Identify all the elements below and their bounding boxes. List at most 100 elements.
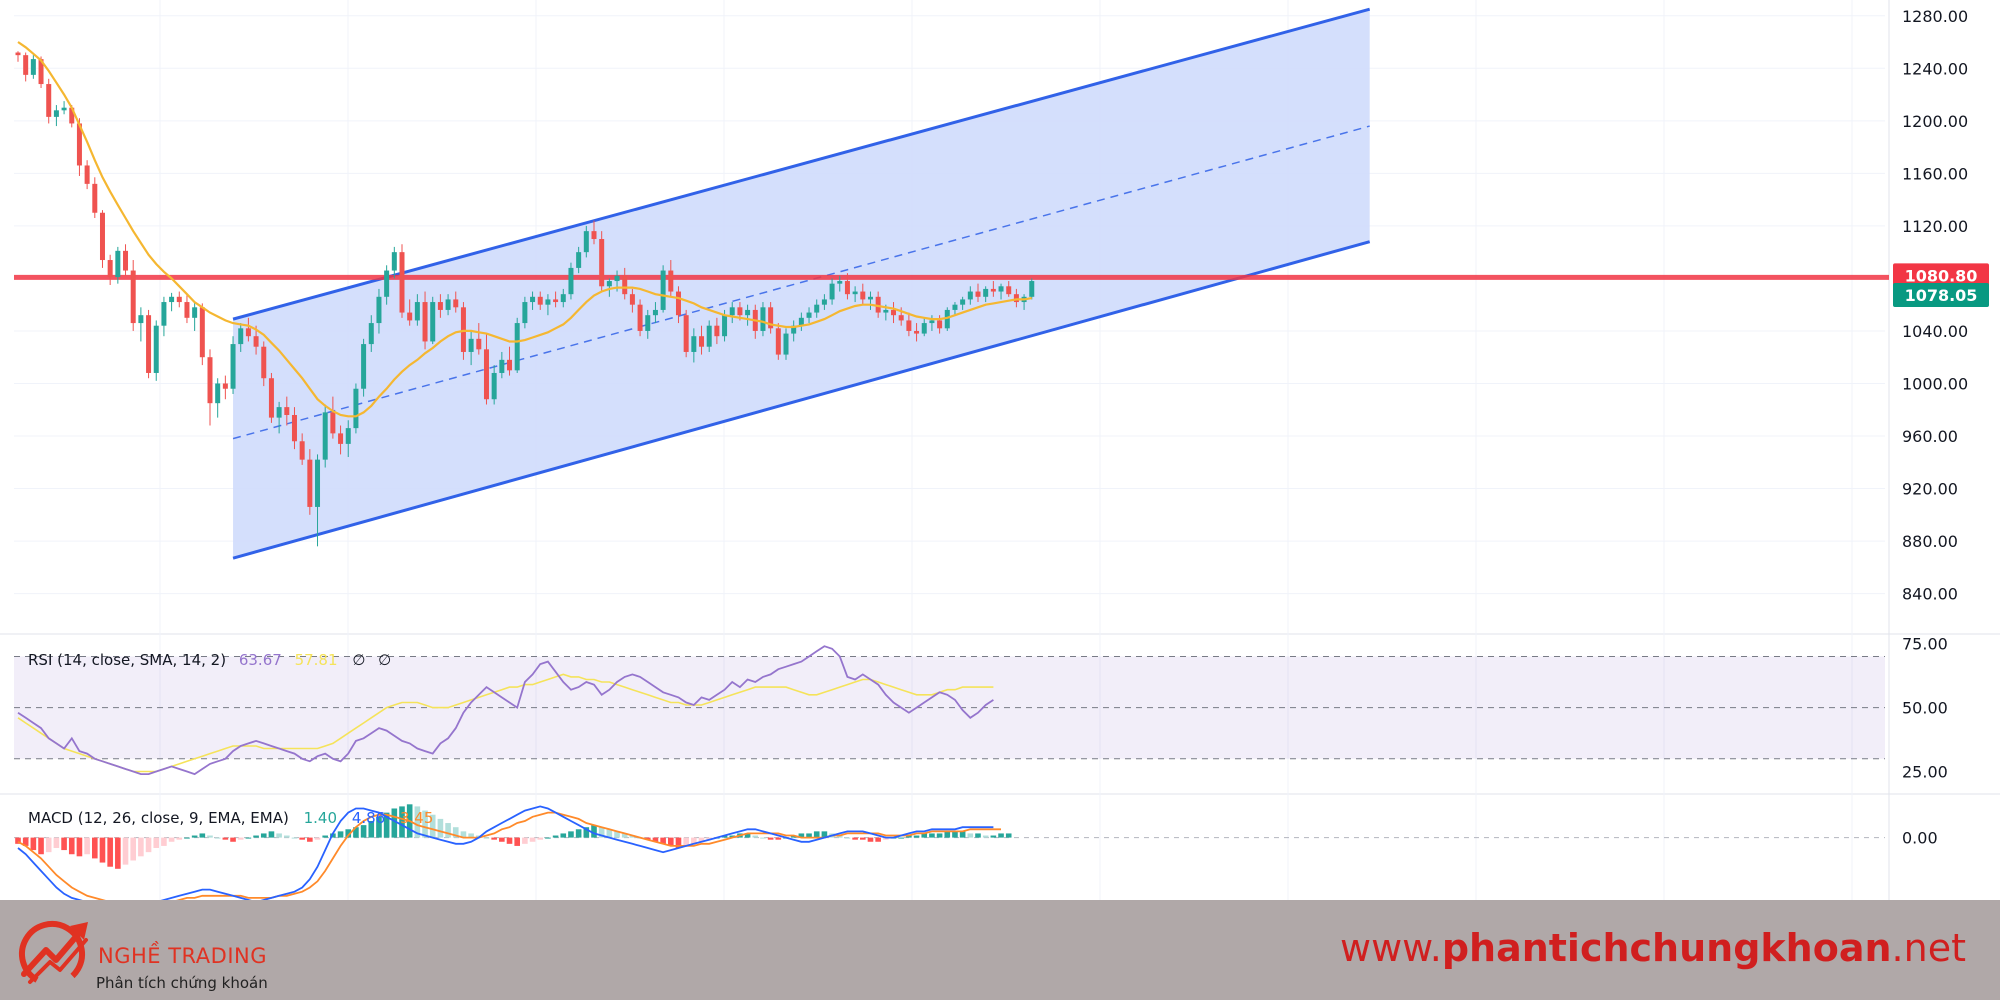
candle-body: [875, 296, 881, 313]
macd-histogram-bar: [230, 837, 236, 842]
candle-body: [353, 388, 359, 429]
sma-line: [17, 41, 1032, 418]
macd-histogram-bar: [61, 837, 67, 851]
rsi-legend-empty-1: ∅: [352, 651, 365, 669]
candle-body: [499, 359, 505, 373]
price-tick-label: 1040.00: [1902, 322, 1968, 341]
candle-body: [146, 315, 152, 373]
brand-tagline: Phân tích chứng khoán: [96, 974, 268, 992]
candle-body: [852, 291, 858, 295]
macd-legend[interactable]: MACD (12, 26, close, 9, EMA, EMA) 1.40 4…: [28, 809, 433, 827]
macd-histogram-bar: [391, 808, 398, 838]
rsi-sma-line: [17, 673, 994, 773]
macd-histogram-bar: [314, 837, 321, 840]
macd-histogram-bar: [122, 837, 129, 865]
candle-body: [1013, 294, 1019, 303]
candle-body: [983, 288, 989, 297]
macd-histogram-bar: [68, 837, 75, 855]
website-link[interactable]: www.phantichchungkhoan.net: [1340, 926, 1966, 970]
nghe-trading-logo-icon: [19, 921, 88, 987]
candle-body: [453, 299, 459, 308]
macd-histogram-bar: [875, 837, 881, 842]
candle-body: [192, 307, 198, 318]
rsi-tick-label: 75.00: [1902, 635, 1948, 654]
price-tick-label: 1240.00: [1902, 59, 1968, 78]
macd-histogram-bar: [529, 837, 536, 842]
candle-body: [222, 383, 228, 389]
macd-histogram-bar: [598, 827, 605, 838]
website-prefix: www.: [1339, 926, 1442, 970]
candle-body: [107, 260, 113, 278]
candle-body: [937, 320, 943, 329]
macd-histogram-bar: [345, 829, 352, 838]
candle-body: [714, 325, 720, 337]
macd-histogram-bar: [560, 833, 567, 838]
rsi-line: [17, 645, 994, 776]
macd-histogram-bar: [45, 837, 52, 853]
candle-body: [645, 315, 651, 331]
candle-body: [30, 59, 36, 75]
candle-body: [906, 320, 912, 331]
candle-body: [606, 281, 612, 287]
rsi-pane: 75.00 50.00 25.00: [14, 635, 1948, 782]
candle-body: [92, 183, 98, 213]
macd-histogram-bar: [253, 835, 259, 838]
candle-body: [437, 302, 443, 310]
candle-body: [637, 304, 643, 331]
channel-lower-line: [232, 240, 1371, 560]
macd-histogram-bar: [22, 837, 29, 846]
macd-histogram-bar: [437, 818, 444, 838]
candle-body: [460, 307, 466, 352]
candle-body: [568, 267, 574, 295]
candle-body: [199, 307, 205, 358]
candle-body: [76, 123, 82, 166]
rsi-tick-label: 25.00: [1902, 763, 1948, 782]
candle-body: [261, 346, 267, 379]
macd-histogram-bar: [30, 837, 37, 851]
price-axis[interactable]: 1280.00 1240.00 1200.00 1160.00 1120.00 1040.…: [1902, 7, 1968, 604]
macd-histogram-bar: [53, 837, 60, 848]
candle-body: [291, 414, 297, 442]
macd-histogram-bar: [499, 837, 505, 842]
candlestick-series: [15, 51, 1035, 547]
candle-body: [537, 296, 543, 305]
macd-histogram-bar: [644, 837, 651, 840]
candle-body: [384, 270, 390, 297]
macd-histogram-bar: [806, 833, 812, 838]
candle-body: [691, 336, 697, 352]
macd-histogram-bar: [468, 833, 474, 838]
macd-histogram-bar: [368, 820, 375, 838]
candle-body: [806, 312, 812, 318]
candle-body: [629, 294, 635, 305]
price-tick-label: 1200.00: [1902, 112, 1968, 131]
candle-body: [161, 302, 167, 326]
candle-body: [622, 275, 628, 295]
candle-body: [944, 309, 950, 329]
macd-histogram-bar: [445, 823, 451, 838]
candle-body: [798, 317, 804, 326]
macd-histogram-bar: [115, 837, 121, 869]
candle-body: [967, 291, 973, 300]
rsi-legend[interactable]: RSI (14, close, SMA, 14, 2) 63.67 57.81 …: [28, 651, 391, 669]
candle-body: [315, 459, 321, 507]
candle-body: [99, 212, 105, 261]
chart-canvas[interactable]: 1280.00 1240.00 1200.00 1160.00 1120.00 1040.…: [0, 0, 2000, 900]
resistance-price-tag: [1893, 263, 1989, 288]
macd-histogram-bar: [952, 831, 958, 838]
macd-histogram-bar: [913, 835, 920, 838]
macd-histogram-bar: [460, 831, 467, 838]
macd-histogram-bar: [721, 835, 728, 838]
regression-channel[interactable]: [232, 7, 1371, 560]
macd-histogram-bar: [38, 837, 44, 855]
brand-name: NGHỀ TRADING: [98, 944, 267, 968]
price-tick-label: 840.00: [1902, 585, 1958, 604]
macd-histogram-bar: [260, 833, 267, 838]
website-domain: phantichchungkhoan: [1441, 926, 1892, 970]
candle-body: [745, 309, 751, 316]
macd-histogram-bar: [975, 833, 981, 838]
candle-body: [844, 281, 850, 295]
macd-legend-name: MACD (12, 26, close, 9, EMA, EMA): [28, 809, 289, 827]
macd-histogram-bar: [353, 827, 359, 838]
rsi-tick-label: 50.00: [1902, 699, 1948, 718]
macd-histogram-bar: [729, 835, 736, 838]
